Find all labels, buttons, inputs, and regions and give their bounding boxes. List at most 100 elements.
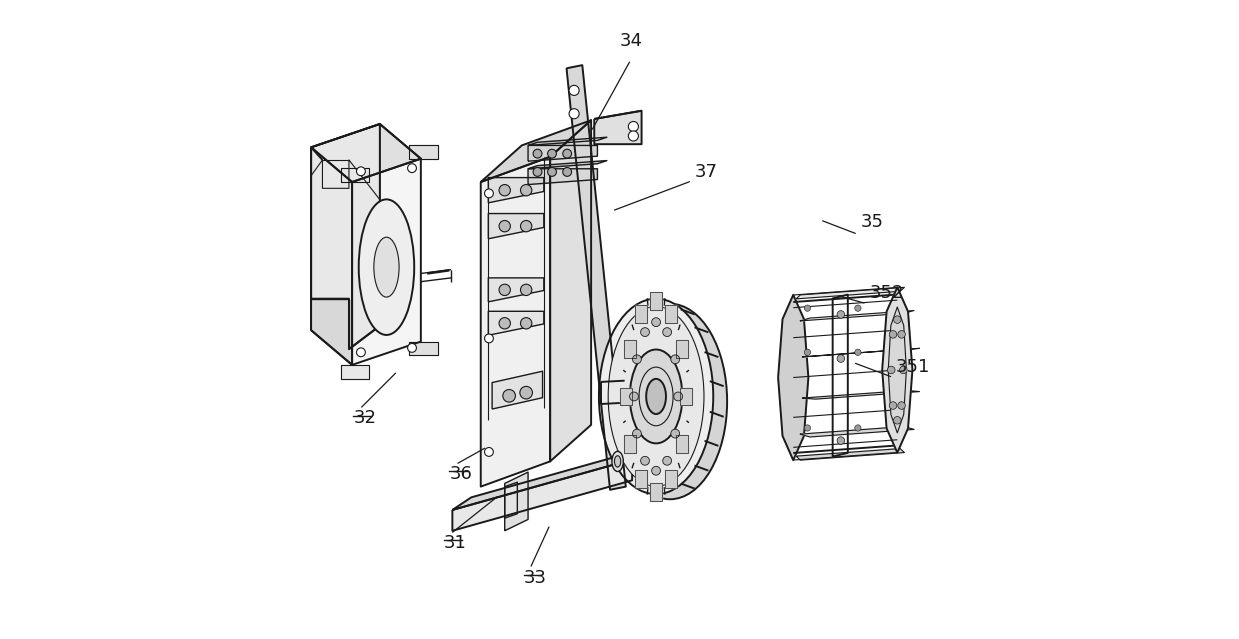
Polygon shape bbox=[311, 124, 380, 199]
Polygon shape bbox=[676, 340, 688, 358]
Circle shape bbox=[357, 348, 366, 357]
Polygon shape bbox=[680, 388, 691, 405]
Circle shape bbox=[804, 425, 810, 431]
Circle shape bbox=[499, 220, 510, 232]
Circle shape bbox=[804, 305, 810, 311]
Circle shape bbox=[663, 456, 672, 465]
Polygon shape bbox=[595, 111, 642, 144]
Polygon shape bbox=[488, 311, 544, 335]
Polygon shape bbox=[778, 295, 808, 460]
Circle shape bbox=[838, 355, 845, 362]
Circle shape bbox=[484, 447, 493, 456]
Circle shape bbox=[484, 334, 493, 343]
Ellipse shape bbox=[612, 451, 623, 472]
Polygon shape bbox=[528, 160, 607, 169]
Circle shape bbox=[499, 284, 510, 295]
Circle shape bbox=[408, 164, 416, 173]
Polygon shape bbox=[311, 124, 421, 182]
Polygon shape bbox=[352, 158, 421, 365]
Circle shape bbox=[633, 429, 642, 438]
Circle shape bbox=[569, 86, 579, 95]
Ellipse shape bbox=[615, 456, 621, 467]
Polygon shape bbox=[504, 482, 518, 518]
Polygon shape bbox=[528, 146, 597, 161]
Circle shape bbox=[855, 305, 861, 311]
Circle shape bbox=[628, 121, 638, 132]
Polygon shape bbox=[802, 348, 919, 357]
Circle shape bbox=[484, 189, 493, 198]
Circle shape bbox=[629, 392, 638, 401]
Polygon shape bbox=[650, 292, 662, 310]
Circle shape bbox=[855, 425, 861, 431]
Ellipse shape bbox=[608, 307, 704, 486]
Circle shape bbox=[628, 131, 638, 141]
Polygon shape bbox=[795, 449, 904, 460]
Circle shape bbox=[503, 390, 515, 402]
Circle shape bbox=[533, 150, 541, 158]
Ellipse shape bbox=[629, 350, 683, 443]
Circle shape bbox=[563, 150, 571, 158]
Polygon shape bbox=[624, 340, 636, 358]
Polygon shape bbox=[676, 435, 688, 453]
Text: 352: 352 bbox=[870, 284, 903, 302]
Polygon shape bbox=[452, 447, 650, 510]
Circle shape bbox=[838, 311, 845, 318]
Polygon shape bbox=[550, 120, 591, 461]
Circle shape bbox=[804, 349, 810, 355]
Circle shape bbox=[674, 392, 683, 401]
Circle shape bbox=[520, 284, 532, 295]
Circle shape bbox=[898, 330, 906, 338]
Circle shape bbox=[670, 355, 680, 364]
Ellipse shape bbox=[374, 237, 399, 297]
Text: 35: 35 bbox=[860, 213, 883, 231]
Circle shape bbox=[893, 417, 901, 424]
Circle shape bbox=[520, 318, 532, 329]
Polygon shape bbox=[481, 120, 591, 182]
Circle shape bbox=[900, 366, 907, 374]
Ellipse shape bbox=[359, 199, 414, 335]
Polygon shape bbox=[624, 435, 636, 453]
Circle shape bbox=[499, 185, 510, 196]
Polygon shape bbox=[341, 168, 369, 182]
Text: 31: 31 bbox=[444, 534, 467, 552]
Circle shape bbox=[641, 456, 649, 465]
Polygon shape bbox=[504, 472, 528, 531]
Polygon shape bbox=[528, 169, 597, 185]
Circle shape bbox=[520, 387, 533, 399]
Circle shape bbox=[898, 402, 906, 410]
Circle shape bbox=[890, 402, 897, 410]
Circle shape bbox=[548, 167, 556, 176]
Circle shape bbox=[520, 220, 532, 232]
Polygon shape bbox=[311, 148, 352, 365]
Polygon shape bbox=[795, 288, 904, 299]
Polygon shape bbox=[650, 483, 662, 501]
Polygon shape bbox=[311, 124, 380, 349]
Polygon shape bbox=[409, 145, 437, 158]
Polygon shape bbox=[528, 137, 607, 146]
Circle shape bbox=[855, 349, 861, 355]
Polygon shape bbox=[802, 390, 919, 399]
Polygon shape bbox=[488, 178, 544, 203]
Polygon shape bbox=[665, 305, 676, 323]
Text: 37: 37 bbox=[695, 163, 719, 181]
Circle shape bbox=[890, 330, 897, 338]
Text: 33: 33 bbox=[524, 569, 546, 587]
Polygon shape bbox=[800, 311, 914, 321]
Ellipse shape bbox=[613, 304, 727, 499]
Polygon shape bbox=[492, 371, 543, 409]
Text: 34: 34 bbox=[620, 31, 642, 50]
Circle shape bbox=[838, 437, 845, 444]
Circle shape bbox=[563, 167, 571, 176]
Polygon shape bbox=[882, 288, 912, 452]
Circle shape bbox=[357, 167, 366, 176]
Circle shape bbox=[663, 328, 672, 337]
Circle shape bbox=[408, 344, 416, 352]
Polygon shape bbox=[665, 470, 676, 488]
Circle shape bbox=[670, 429, 680, 438]
Circle shape bbox=[641, 328, 649, 337]
Polygon shape bbox=[636, 305, 647, 323]
Circle shape bbox=[652, 466, 660, 475]
Circle shape bbox=[893, 316, 901, 323]
Circle shape bbox=[499, 318, 510, 329]
Polygon shape bbox=[452, 459, 632, 531]
